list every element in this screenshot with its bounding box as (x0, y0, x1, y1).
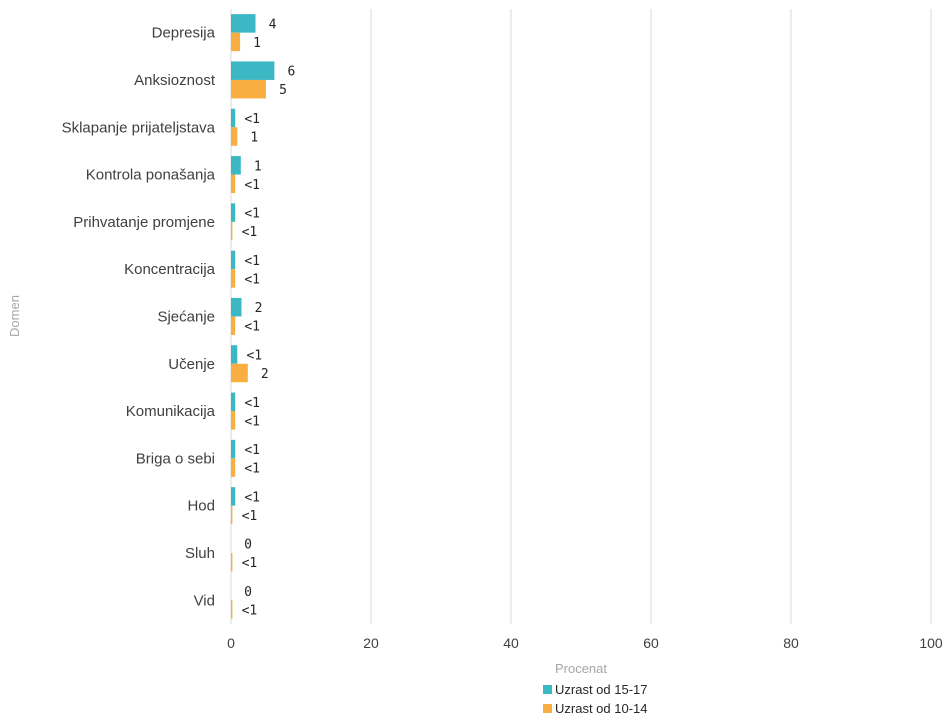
x-tick-label: 0 (227, 635, 235, 651)
data-label: 1 (253, 36, 261, 51)
bar-10-14 (231, 363, 248, 383)
data-label: <1 (242, 556, 258, 571)
category-labels: Depresija Anksioznost Sklapanje prijateljs… (62, 25, 216, 610)
x-tick-label: 20 (363, 635, 379, 651)
data-labels: 4165<111<1<1<1<1<12<1<12<1<1<1<1<1<10<10… (242, 17, 296, 618)
legend-label-10-14: Uzrast od 10-14 (555, 701, 648, 716)
data-label: <1 (242, 604, 258, 619)
x-tick-label: 80 (783, 635, 799, 651)
data-label: <1 (244, 320, 260, 335)
category-label: Sluh (185, 545, 215, 562)
bar-10-14 (231, 316, 236, 335)
data-label: 4 (269, 17, 277, 32)
legend-label-15-17: Uzrast od 15-17 (555, 682, 648, 697)
category-label: Sjećanje (157, 308, 215, 325)
bar-15-17 (231, 345, 238, 364)
data-label: <1 (244, 396, 260, 411)
data-label: <1 (246, 349, 262, 364)
data-label: 2 (255, 301, 263, 316)
x-axis-title: Procenat (555, 661, 607, 676)
gridlines (230, 9, 932, 624)
category-label: Učenje (168, 356, 215, 373)
bar-15-17 (231, 297, 242, 317)
category-label: Koncentracija (124, 261, 216, 278)
data-label: 0 (244, 538, 252, 553)
legend-item-15-17: Uzrast od 15-17 (543, 680, 648, 699)
x-tick-label: 100 (919, 635, 943, 651)
legend-swatch-15-17 (543, 685, 552, 694)
data-label: <1 (244, 112, 260, 127)
bar-15-17 (231, 203, 236, 222)
bar-10-14 (231, 32, 241, 52)
data-label: <1 (244, 490, 260, 505)
legend: Uzrast od 15-17 Uzrast od 10-14 (543, 680, 648, 718)
bar-10-14 (231, 552, 233, 572)
bar-15-17 (231, 61, 275, 80)
bar-10-14 (231, 411, 236, 430)
bar-15-17 (231, 487, 236, 506)
y-axis-title: Domen (7, 295, 22, 337)
data-label: <1 (244, 443, 260, 458)
bar-10-14 (231, 79, 266, 99)
category-label: Hod (187, 498, 215, 515)
x-tick-label: 60 (643, 635, 659, 651)
category-label: Kontrola ponašanja (86, 167, 216, 184)
x-tick-label: 40 (503, 635, 519, 651)
bar-10-14 (231, 269, 236, 288)
data-label: 2 (261, 367, 269, 382)
data-label: <1 (242, 225, 258, 240)
bar-15-17 (231, 108, 236, 128)
data-label: <1 (244, 272, 260, 287)
data-label: 1 (250, 131, 258, 146)
bar-10-14 (231, 458, 236, 477)
category-label: Briga o sebi (136, 450, 215, 467)
data-label: <1 (244, 254, 260, 269)
data-label: 5 (279, 83, 287, 98)
category-label: Vid (194, 592, 215, 609)
data-label: <1 (244, 178, 260, 193)
bar-15-17 (231, 156, 241, 175)
legend-item-10-14: Uzrast od 10-14 (543, 699, 648, 718)
legend-swatch-10-14 (543, 704, 552, 713)
category-label: Depresija (152, 25, 216, 42)
bar-15-17 (231, 250, 236, 270)
x-tick-labels: 0 20 40 60 80 100 (227, 635, 943, 651)
bar-10-14 (231, 600, 233, 619)
data-label: 1 (254, 159, 262, 174)
bar-10-14 (231, 221, 233, 241)
data-label: <1 (242, 509, 258, 524)
bar-10-14 (231, 505, 233, 525)
category-label: Prihvatanje promjene (73, 214, 215, 231)
data-label: <1 (244, 462, 260, 477)
data-label: 0 (244, 585, 252, 600)
data-label: 6 (287, 65, 295, 80)
bars (231, 14, 275, 619)
bar-15-17 (231, 14, 256, 33)
bar-10-14 (231, 174, 236, 194)
category-label: Anksioznost (134, 72, 216, 89)
data-label: <1 (244, 207, 260, 222)
bar-15-17 (231, 392, 236, 412)
category-label: Komunikacija (126, 403, 216, 420)
bar-10-14 (231, 127, 238, 146)
data-label: <1 (244, 414, 260, 429)
bar-15-17 (231, 439, 236, 459)
category-label: Sklapanje prijateljstava (62, 119, 216, 136)
